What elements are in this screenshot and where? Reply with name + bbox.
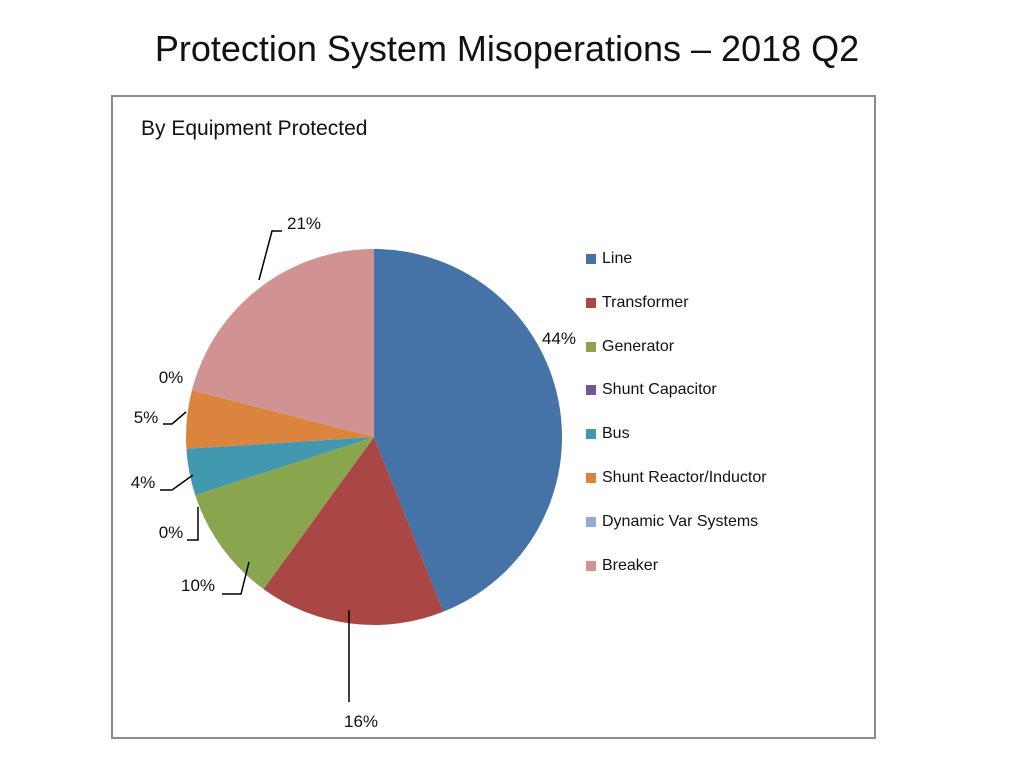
chart-frame [111, 95, 876, 739]
legend-label: Breaker [602, 556, 659, 574]
slide-title: Protection System Misoperations – 2018 Q… [154, 28, 860, 69]
data-label-transformer: 16% [344, 712, 378, 731]
legend-swatch [586, 516, 596, 527]
leader-line-shunt-reactor-inductor [163, 411, 187, 425]
legend-item-dynamic-var-systems: Dynamic Var Systems [586, 511, 826, 533]
chart-title: By Equipment Protected [141, 117, 368, 140]
legend-swatch [586, 560, 596, 571]
legend-label: Line [602, 250, 633, 267]
legend-label: Dynamic Var Systems [602, 512, 759, 530]
legend-swatch [586, 473, 596, 483]
leader-line-shunt-capacitor [187, 507, 199, 541]
legend-label: Generator [602, 337, 675, 355]
legend-item-shunt-capacitor: Shunt Capacitor [586, 379, 826, 401]
legend-swatch [586, 297, 596, 308]
data-label-generator: 10% [181, 576, 215, 595]
legend-item-transformer: Transformer [586, 292, 826, 314]
legend-swatch [586, 341, 596, 352]
legend-swatch [586, 385, 596, 396]
data-label-shunt-reactor-inductor: 5% [134, 408, 159, 427]
leader-line-generator [222, 561, 250, 595]
data-label-bus: 4% [131, 473, 156, 492]
data-label-line: 44% [542, 329, 576, 348]
legend-item-bus: Bus [586, 423, 826, 445]
leader-line-breaker [258, 230, 282, 281]
pie-slice-generator [195, 437, 374, 590]
legend-item-line: Line [586, 248, 826, 270]
legend-label: Bus [602, 425, 630, 443]
pie-slice-line [374, 248, 563, 612]
legend-swatch [586, 254, 596, 264]
pie-slice-bus [186, 437, 374, 496]
leader-line-bus [160, 474, 194, 491]
legend-item-shunt-reactor-inductor: Shunt Reactor/Inductor [586, 467, 826, 489]
data-label-breaker: 21% [287, 214, 321, 233]
data-label-dynamic-var-systems: 0% [159, 368, 184, 387]
legend-item-generator: Generator [586, 336, 826, 358]
legend-item-breaker: Breaker [586, 555, 826, 577]
pie-slice-breaker [191, 249, 374, 437]
legend-label: Transformer [602, 293, 689, 311]
pie-slice-shunt-reactor-inductor [186, 390, 374, 449]
pie-slice-transformer [263, 437, 444, 626]
legend-swatch [586, 429, 596, 440]
data-label-shunt-capacitor: 0% [159, 523, 184, 542]
legend-label: Shunt Reactor/Inductor [602, 469, 767, 486]
legend-label: Shunt Capacitor [602, 381, 717, 399]
